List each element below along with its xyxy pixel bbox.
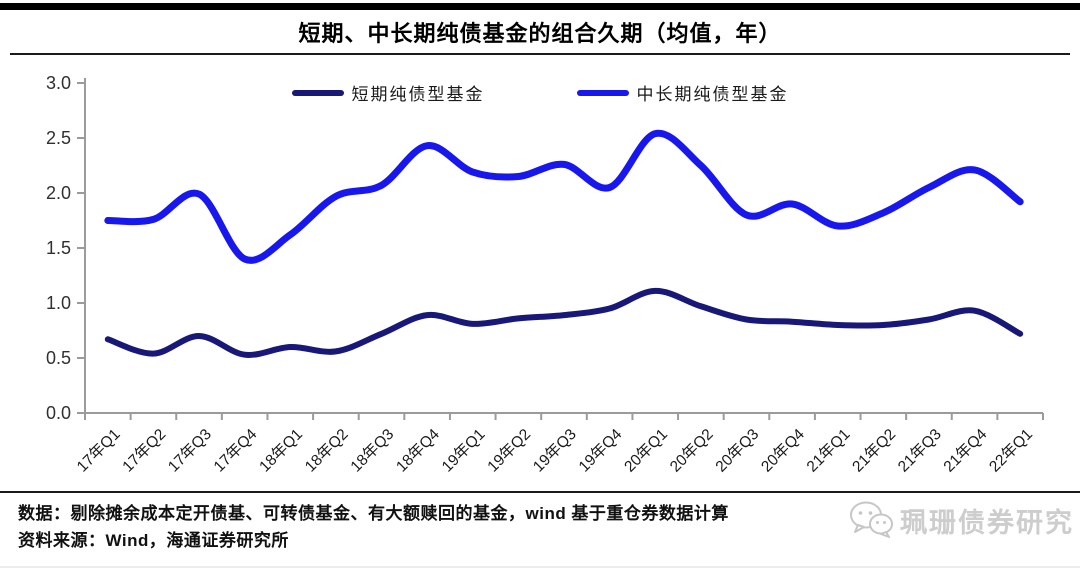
x-tick-label: 21年Q4 (940, 425, 991, 476)
x-tick-label: 22年Q1 (986, 425, 1037, 476)
x-tick-label: 17年Q4 (210, 425, 261, 476)
legend-label-short-term: 短期纯债型基金 (351, 85, 485, 104)
x-tick-label: 17年Q1 (73, 425, 124, 476)
y-tick-label: 0.5 (46, 348, 71, 368)
title-divider (10, 53, 1070, 55)
series-line-short-term (104, 287, 1024, 358)
legend-swatch-mid-long-term (576, 89, 629, 96)
chart-title: 短期、中长期纯债基金的组合久期（均值，年） (298, 21, 782, 46)
x-tick-label: 19年Q2 (484, 425, 535, 476)
x-tick-label: 20年Q2 (666, 425, 717, 476)
chart-legend: 短期纯债型基金 中长期纯债型基金 (0, 80, 1080, 105)
legend-item-mid-long-term: 中长期纯债型基金 (576, 80, 789, 105)
x-tick-label: 17年Q3 (164, 425, 215, 476)
bottom-hairline (0, 566, 1080, 568)
footer-divider (0, 491, 1080, 493)
x-tick-label: 20年Q4 (757, 425, 808, 476)
y-tick-label: 1.5 (46, 238, 71, 258)
y-tick-label: 2.5 (46, 128, 71, 148)
data-note: 数据：剔除摊余成本定开债基、可转债基金、有大额赎回的基金，wind 基于重仓券数… (18, 504, 729, 523)
chart-area: 0.0 0.5 1.0 1.5 2.0 2.5 3.0 17年Q1 17年Q2 17年Q3 17年Q… (0, 60, 1080, 492)
footer-notes: 数据：剔除摊余成本定开债基、可转债基金、有大额赎回的基金，wind 基于重仓券数… (18, 500, 918, 554)
y-tick-label: 2.0 (46, 183, 71, 203)
x-tick-label: 19年Q3 (529, 425, 580, 476)
source-note: 资料来源：Wind，海通证券研究所 (18, 531, 289, 550)
y-tick-label: 3.0 (46, 73, 71, 93)
legend-label-mid-long-term: 中长期纯债型基金 (636, 85, 789, 104)
x-tick-label: 20年Q3 (712, 425, 763, 476)
x-tick-label: 19年Q1 (438, 425, 489, 476)
top-rule (0, 3, 1080, 10)
x-tick-label: 20年Q1 (621, 425, 672, 476)
y-tick-label: 1.0 (46, 293, 71, 313)
x-tick-label: 21年Q2 (849, 425, 900, 476)
x-tick-label: 18年Q1 (256, 425, 307, 476)
legend-swatch-short-term (291, 89, 344, 96)
x-tick-label: 18年Q3 (347, 425, 398, 476)
x-tick-label: 18年Q2 (301, 425, 352, 476)
x-tick-label: 17年Q2 (119, 425, 170, 476)
x-tick-label: 18年Q4 (392, 425, 443, 476)
x-tick-label: 21年Q3 (894, 425, 945, 476)
x-tick-label: 19年Q4 (575, 425, 626, 476)
series-line-mid-long-term (104, 129, 1024, 264)
y-tick-label: 0.0 (46, 403, 71, 423)
watermark-text: 珮珊债券研究 (900, 507, 1074, 538)
legend-item-short-term: 短期纯债型基金 (291, 80, 485, 105)
x-tick-label: 21年Q1 (803, 425, 854, 476)
duration-line-chart: 0.0 0.5 1.0 1.5 2.0 2.5 3.0 17年Q117年Q217年Q317年Q… (46, 73, 1044, 476)
